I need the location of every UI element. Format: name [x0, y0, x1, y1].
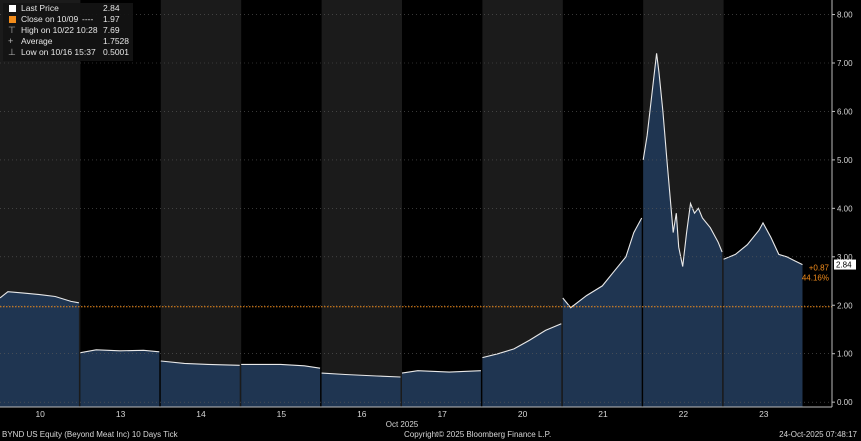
day-shade-14 — [160, 0, 242, 407]
price-area-day-22 — [643, 53, 723, 408]
y-tick-label: 4.00 — [837, 204, 853, 213]
x-tick-label: 15 — [277, 409, 287, 419]
price-area-day-20 — [482, 323, 562, 407]
x-tick-label: 16 — [357, 409, 367, 419]
last-price-tag-text: 2.84 — [836, 261, 852, 270]
legend-dash: ---- — [82, 14, 94, 24]
y-tick-label: 7.00 — [837, 59, 853, 68]
legend-last-price: Last Price 2.84 — [3, 3, 133, 14]
legend-close: Close on 10/09 ---- 1.97 — [3, 14, 133, 25]
legend-high: ⊤ High on 10/22 10:28 7.69 — [3, 25, 133, 36]
x-tick-label: 20 — [518, 409, 528, 419]
price-line-day-15 — [241, 363, 321, 369]
x-axis-label: Oct 2025 — [386, 420, 419, 429]
price-area-day-10 — [0, 291, 79, 407]
y-tick-label: 0.00 — [837, 398, 853, 407]
legend-label: Average — [21, 36, 53, 46]
legend-label: Last Price — [21, 3, 59, 13]
x-tick-label: 13 — [116, 409, 126, 419]
price-line-day-17 — [401, 370, 481, 374]
legend-average: + Average 1.7528 — [3, 36, 133, 47]
price-line-day-13 — [80, 349, 160, 354]
price-area-day-23 — [723, 222, 803, 407]
price-area-day-15 — [241, 364, 321, 407]
day-shade-16 — [321, 0, 402, 407]
close-swatch — [9, 16, 16, 23]
price-area-day-17 — [402, 370, 481, 407]
chart-legend: Last Price 2.84 Close on 10/09 ---- 1.97… — [3, 3, 133, 61]
high-marker-icon: ⊤ — [8, 25, 16, 35]
price-line-day-16 — [321, 372, 401, 378]
legend-label: High on 10/22 10:28 — [21, 25, 98, 35]
x-tick-label: 21 — [598, 409, 608, 419]
legend-label: Close on 10/09 — [21, 14, 79, 24]
price-line-day-14 — [160, 360, 240, 366]
price-area-day-16 — [321, 373, 401, 407]
y-tick-label: 1.00 — [837, 350, 853, 359]
price-area-day-21 — [562, 218, 642, 407]
timestamp-text: 24-Oct-2025 07:48:17 — [779, 430, 857, 439]
price-change-text: +0.87 — [809, 264, 830, 273]
last-price-swatch — [9, 5, 16, 12]
security-description: BYND US Equity (Beyond Meat Inc) 10 Days… — [2, 430, 178, 439]
x-tick-label: 22 — [679, 409, 689, 419]
x-tick-label: 17 — [437, 409, 447, 419]
legend-value: 0.5001 — [103, 47, 129, 57]
legend-value: 1.97 — [103, 14, 120, 24]
x-tick-label: 23 — [759, 409, 769, 419]
price-change-pct-text: 44.16% — [802, 274, 829, 283]
y-tick-label: 8.00 — [837, 11, 853, 20]
y-tick-label: 2.00 — [837, 301, 853, 310]
legend-value: 1.7528 — [103, 36, 129, 46]
price-area-day-13 — [80, 349, 160, 407]
copyright-text: Copyright© 2025 Bloomberg Finance L.P. — [404, 430, 552, 439]
legend-low: ⊥ Low on 10/16 15:37 0.5001 — [3, 47, 133, 58]
last-price-tag — [834, 259, 856, 270]
price-line-day-20 — [482, 323, 562, 359]
average-marker-icon: + — [8, 36, 14, 46]
y-tick-label: 6.00 — [837, 107, 853, 116]
y-tick-label: 3.00 — [837, 253, 853, 262]
x-tick-label: 14 — [196, 409, 206, 419]
y-tick-label: 5.00 — [837, 156, 853, 165]
price-line-day-23 — [723, 221, 803, 266]
price-line-day-10 — [0, 291, 79, 304]
low-marker-icon: ⊥ — [8, 47, 16, 57]
legend-label: Low on 10/16 15:37 — [21, 47, 96, 57]
price-line-day-21 — [562, 217, 643, 309]
price-line-day-22 — [642, 53, 723, 267]
x-tick-label: 10 — [35, 409, 45, 419]
legend-value: 7.69 — [103, 25, 120, 35]
price-area-day-14 — [160, 361, 240, 407]
legend-value: 2.84 — [103, 3, 120, 13]
